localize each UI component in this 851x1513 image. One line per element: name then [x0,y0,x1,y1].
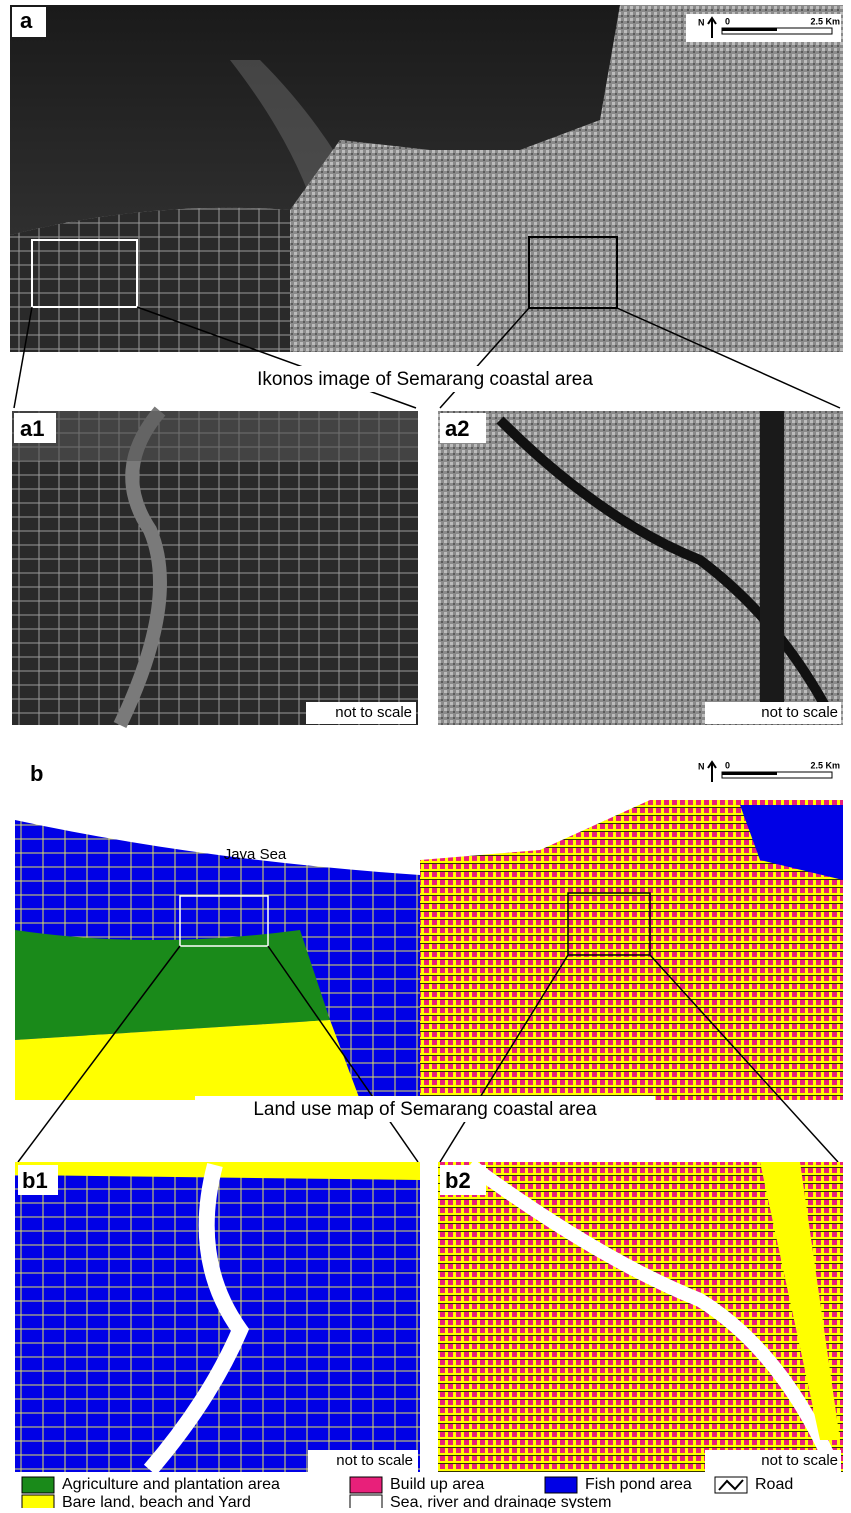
caption: Ikonos image of Semarang coastal area [257,369,593,390]
north-arrow [708,762,716,782]
inset-b2 [438,1162,843,1472]
legend-label: Agriculture and plantation area [62,1476,280,1493]
panel-label: b [30,761,43,786]
north-label: N [698,761,705,771]
legend-label: Build up area [390,1476,484,1493]
figure: a N 0 2.5 Km Ikonos image of Semarang co… [0,0,851,1508]
legend-label: Road [755,1476,793,1493]
scale-note: not to scale [336,1452,413,1469]
inset-label: a1 [20,416,44,441]
legend-label: Sea, river and drainage system [390,1494,611,1508]
legend-swatch [350,1477,382,1493]
legend-swatch [22,1495,54,1508]
scale-note: not to scale [335,704,412,721]
inset-label: b2 [445,1168,471,1193]
north-label: N [698,17,705,27]
scale-start: 0 [725,760,730,770]
inset-b1 [15,1162,420,1472]
inset-label: b1 [22,1168,48,1193]
scale-bar [722,772,777,775]
inset-a1 [12,411,418,725]
legend-swatch [545,1477,577,1493]
legend: Agriculture and plantation area Build up … [22,1476,793,1508]
legend-label: Fish pond area [585,1476,692,1493]
satellite-image [10,5,843,352]
legend-label: Bare land, beach and Yard [62,1494,251,1508]
scale-end: 2.5 Km [810,760,840,770]
panel-label: a [20,8,33,33]
land-use-map [15,800,843,1100]
scale-note: not to scale [761,704,838,721]
inset-a2 [438,411,843,725]
inset-label: a2 [445,416,469,441]
scale-note: not to scale [761,1452,838,1469]
sea-label: Java Sea [224,846,287,863]
caption: Land use map of Semarang coastal area [253,1099,597,1120]
legend-swatch [22,1477,54,1493]
scale-start: 0 [725,16,730,26]
legend-swatch [350,1495,382,1508]
scale-end: 2.5 Km [810,16,840,26]
